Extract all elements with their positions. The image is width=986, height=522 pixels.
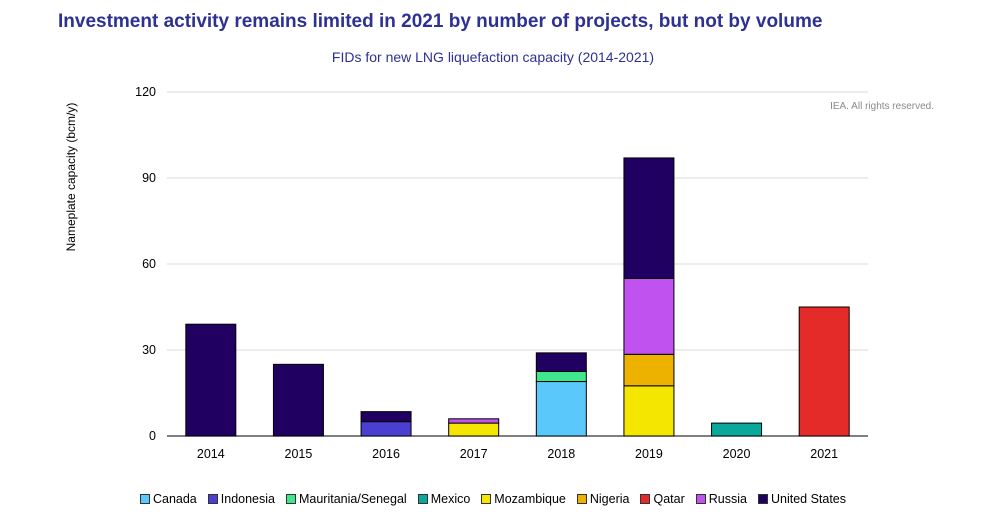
x-tick-label: 2021 <box>810 447 838 461</box>
y-tick-label: 60 <box>142 257 156 271</box>
legend-label: Russia <box>708 492 747 506</box>
legend-item: Mozambique <box>481 492 566 506</box>
bar-segment <box>535 381 587 437</box>
bar-segment <box>623 157 675 279</box>
legend-item: Mexico <box>417 492 471 506</box>
legend-swatch <box>640 494 651 504</box>
legend-item: United States <box>757 492 847 506</box>
bar-segment <box>448 418 500 424</box>
legend-item: Qatar <box>640 492 685 506</box>
legend-swatch <box>417 494 428 504</box>
x-tick-label: 2015 <box>285 447 313 461</box>
bar-segment <box>185 323 237 437</box>
legend-swatch <box>207 494 218 504</box>
x-tick-label: 2016 <box>372 447 400 461</box>
x-tick-label: 2020 <box>723 447 751 461</box>
bar-segment <box>798 306 850 437</box>
legend: Canada Indonesia Mauritania/Senegal Mexico M… <box>0 492 986 506</box>
legend-swatch <box>285 494 296 504</box>
legend-label: United States <box>770 492 847 506</box>
tick-labels: 0 30 60 90 120 2014 2015 2016 2017 2018 2019 2020 20… <box>135 85 838 461</box>
bar-segment <box>272 363 324 437</box>
bar-segment <box>360 411 412 423</box>
legend-item: Nigeria <box>576 492 630 506</box>
x-tick-label: 2019 <box>635 447 663 461</box>
bar-segment <box>711 422 763 437</box>
y-tick-label: 120 <box>135 85 156 99</box>
legend-swatch <box>576 494 587 504</box>
page-title: Investment activity remains limited in 2… <box>58 11 823 32</box>
bars <box>185 157 850 437</box>
x-tick-label: 2018 <box>547 447 575 461</box>
copyright-notice: IEA. All rights reserved. <box>830 101 934 112</box>
bar-segment <box>448 422 500 437</box>
bar-segment <box>623 277 675 355</box>
x-tick-label: 2014 <box>197 447 225 461</box>
y-tick-label: 0 <box>149 429 156 443</box>
legend-label: Canada <box>152 492 197 506</box>
legend-item: Indonesia <box>207 492 275 506</box>
bar-segment <box>360 421 412 437</box>
legend-label: Mexico <box>430 492 471 506</box>
chart-subtitle: FIDs for new LNG liquefaction capacity (… <box>331 49 655 65</box>
stacked-bar-chart: 0 30 60 90 120 2014 2015 2016 2017 2018 2019 2020 20… <box>135 85 868 461</box>
legend-label: Qatar <box>653 492 685 506</box>
legend-swatch <box>695 494 706 504</box>
bar-segment <box>623 385 675 437</box>
legend-label: Mauritania/Senegal <box>298 492 407 506</box>
legend-swatch <box>139 494 150 504</box>
gridlines <box>167 91 868 437</box>
bar-segment <box>535 371 587 383</box>
legend-label: Nigeria <box>589 492 630 506</box>
legend-swatch <box>757 494 768 504</box>
legend-label: Mozambique <box>494 492 566 506</box>
legend-item: Canada <box>139 492 197 506</box>
bar-segment <box>623 353 675 387</box>
legend-label: Indonesia <box>220 492 275 506</box>
x-tick-label: 2017 <box>460 447 488 461</box>
legend-item: Mauritania/Senegal <box>285 492 407 506</box>
y-tick-label: 30 <box>142 343 156 357</box>
bar-segment <box>535 352 587 373</box>
legend-item: Russia <box>695 492 747 506</box>
legend-swatch <box>481 494 492 504</box>
y-tick-label: 90 <box>142 171 156 185</box>
